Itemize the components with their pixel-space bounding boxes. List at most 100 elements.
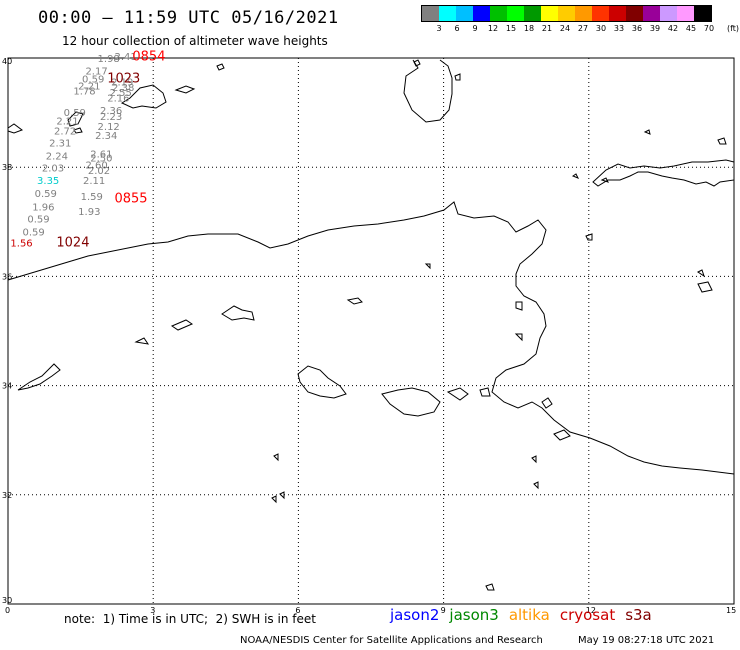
lake-12 [533,481,539,490]
color-swatch [609,6,626,21]
latitude-label: 34 [2,382,12,391]
wave-height-value: 2.50 [90,154,112,165]
wave-height-value: 2.17 [85,66,107,77]
generation-timestamp: May 19 08:27:18 UTC 2021 [578,635,715,646]
longitude-label: 9 [441,606,446,615]
wave-height-value: 2.23 [100,112,122,123]
islet-1 [216,63,225,71]
wave-height-value: 2.03 [42,164,64,175]
lake-5 [697,281,713,293]
wave-height-value: 2.72 [54,126,76,137]
lake-11 [531,455,537,464]
color-scale-tick-label: 15 [505,24,517,33]
color-scale-tick-label: 27 [577,24,589,33]
pass-time-label: 1023 [107,72,140,87]
note-text: note: 1) Time is in UTC; 2) SWH is in fe… [64,612,316,626]
islet-9 [515,301,523,311]
color-swatch [541,6,558,21]
lake-10 [271,495,277,504]
island-sardinia [403,59,453,123]
latitude-label: 36 [2,272,12,281]
longitude-label: 12 [586,606,596,615]
wave-height-value: 0.59 [64,108,86,119]
spain-coast [7,123,24,134]
satellite-legend: jason2 jason3 altika cryosat s3a [390,606,662,624]
color-swatch [507,6,524,21]
lake-6 [697,269,705,278]
islet-4 [717,137,727,145]
color-swatch [524,6,541,21]
island-sicily [592,159,735,187]
wave-height-value: 0.59 [82,75,104,86]
color-swatch [575,6,592,21]
chott-5 [479,387,491,397]
coastline [7,59,735,591]
color-swatch [490,6,507,21]
satellite-pass-labels: 0854 1023 0855 1024 [56,50,165,251]
wave-height-value: 2.41 [114,52,136,63]
latitude-label: 38 [2,163,12,172]
graticule [8,58,734,604]
color-scale-tick-label: 70 [703,24,715,33]
lake-3 [221,305,255,321]
color-scale-legend: 3 6 9 12 15 18 21 24 27 30 33 36 39 42 45 70 (ft) [421,5,739,34]
lake-4 [134,337,150,345]
latitude-label: 40 [2,57,12,66]
wave-height-value: 3.35 [37,176,59,187]
color-swatch [592,6,609,21]
color-scale-tick-label: 24 [559,24,571,33]
wave-height-value: 1.98 [98,54,120,65]
wave-height-value: 2.38 [112,83,134,94]
color-scale-unit: (ft) [726,24,740,33]
wave-height-value: 2.16 [107,94,129,105]
north-africa-coast [7,201,735,475]
color-swatch [473,6,490,21]
color-swatch [643,6,660,21]
wave-height-value: 1.59 [81,192,103,203]
latitude-label: 30 [2,596,12,605]
wave-height-value: 2.21 [56,117,78,128]
legend-entry-s3a: s3a [625,606,652,624]
color-scale-tick-label: 3 [436,24,442,33]
wave-height-value: 2.12 [98,122,120,133]
color-scale-tick-label: 36 [631,24,643,33]
wave-height-value: 2.02 [88,166,110,177]
island-formentera [73,127,83,134]
wave-height-value: 1.96 [32,202,54,213]
longitude-label: 15 [726,606,736,615]
legend-entry-cryosat: cryosat [559,606,616,624]
island-mallorca [120,84,167,109]
lake-9 [279,491,285,500]
color-scale-swatches [421,5,712,22]
credit-text: NOAA/NESDIS Center for Satellite Applica… [240,635,543,646]
longitude-label: 3 [150,606,155,615]
color-scale-tick-label: 9 [472,24,478,33]
wave-height-value: 2.31 [49,138,71,149]
color-scale-tick-label: 21 [541,24,553,33]
sardinia-islet [413,59,421,67]
map-frame [7,57,735,605]
pass-time-label: 0855 [114,192,147,207]
page-subtitle: 12 hour collection of altimeter wave hei… [62,34,328,48]
wave-height-value: 1.78 [73,87,95,98]
wave-height-value: 1.93 [78,207,100,218]
legend-entry-jason2: jason2 [390,606,440,624]
wave-height-value: 0.59 [23,227,45,238]
lake-13 [485,583,495,591]
pass-time-label: 1024 [56,235,89,250]
pass-time-label: 0854 [132,50,165,65]
color-scale-tick-label: 6 [454,24,460,33]
color-scale-tick-label: 42 [667,24,679,33]
wave-height-value: 2.61 [90,149,112,160]
island-ibiza [67,111,84,127]
chott-1 [17,363,61,391]
color-swatch [422,6,439,21]
page-title: 00:00 – 11:59 UTC 05/16/2021 [38,8,339,28]
longitude-label: 0 [5,606,10,615]
legend-entry-jason3: jason3 [449,606,499,624]
islet-6 [571,173,580,179]
wave-height-observations: 2.411.982.170.592.21 2.192.381.78 2.552.16… [10,52,136,249]
color-swatch [677,6,694,21]
